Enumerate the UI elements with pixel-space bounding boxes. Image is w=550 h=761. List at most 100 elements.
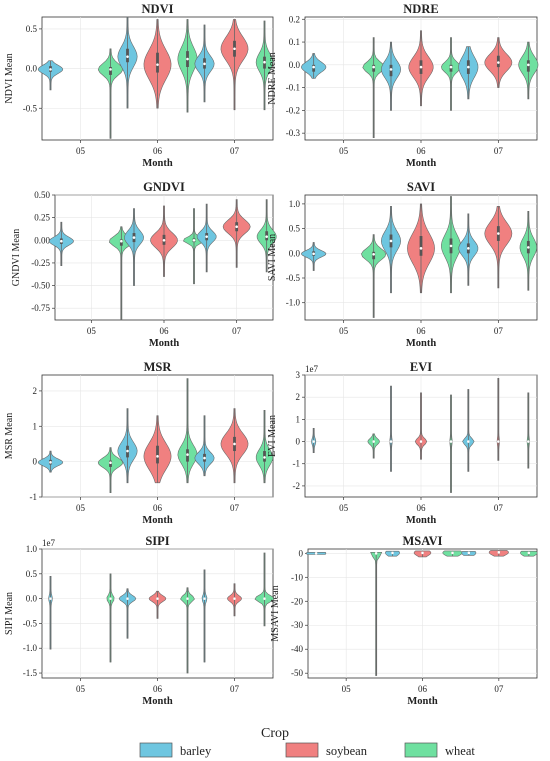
violin-median: [467, 551, 471, 555]
x-tick-label: 06: [417, 503, 427, 513]
x-tick-label: 07: [230, 146, 240, 156]
violin-median: [192, 238, 196, 242]
y-tick-label: -0.5: [23, 618, 38, 628]
violin-wheat-06: [180, 587, 195, 674]
violin-median: [49, 68, 52, 71]
y-tick-label: 0.2: [289, 14, 300, 24]
y-tick-label: 0: [296, 437, 301, 447]
violin-wheat-05: [367, 433, 380, 459]
violin-median: [391, 551, 394, 555]
violin-median: [497, 551, 501, 554]
violin-median: [203, 597, 206, 600]
violin-barley-05: [48, 221, 74, 266]
violin-iqr-box: [156, 52, 159, 73]
violin-barley-06: [117, 408, 138, 484]
y-tick-label: 1: [33, 421, 38, 431]
violin-median: [156, 455, 159, 458]
violin-median: [233, 597, 236, 600]
violin-median: [109, 68, 112, 71]
violin-soybean-07: [484, 206, 513, 289]
y-tick-label: -1: [293, 459, 301, 469]
violin-median: [527, 551, 531, 555]
y-tick-label: 3: [296, 370, 301, 380]
violin-median: [527, 440, 530, 443]
violin-soybean-06: [413, 550, 432, 558]
panel-msavi: 0 -10 -20 -30 -40 -50 05 06 07 MSAVI Month MSAVI Me…: [270, 534, 538, 707]
violin-soybean-07: [220, 19, 249, 111]
violin-barley-07: [196, 203, 217, 273]
violin-median: [419, 65, 423, 69]
violin-median: [467, 440, 470, 443]
panel-savi: 1.0 0.5 0.0 -0.5 -1.0 05 06 07 SAVI Month SAVI Mea…: [267, 180, 538, 349]
y-axis-label: NDRE Mean: [267, 52, 278, 105]
violin-soybean-06: [143, 415, 172, 484]
violin-median: [233, 442, 236, 446]
violin-wheat-06: [441, 196, 461, 294]
legend-swatch: [404, 742, 438, 758]
violin-iqr-box: [156, 445, 159, 464]
y-axis-label: GNDVI Mean: [11, 229, 22, 287]
violin-median: [205, 235, 208, 238]
violin-median: [314, 552, 318, 555]
violin-median: [449, 65, 453, 69]
violin-soybean-07: [488, 550, 509, 557]
y-axis-label: MSAVI Mean: [270, 585, 281, 641]
x-tick-label: 06: [153, 146, 163, 156]
violin-soybean-06: [408, 30, 434, 107]
violin-median: [186, 597, 189, 600]
legend-label: soybean: [326, 744, 368, 758]
violin-wheat-05: [97, 447, 124, 494]
violin-soybean-07: [220, 408, 249, 484]
violin-barley-05: [311, 427, 317, 453]
violin-median: [263, 456, 266, 459]
x-tick-label: 06: [418, 684, 428, 694]
y-tick-label: 0.00: [34, 235, 50, 245]
violin-median: [186, 57, 189, 61]
x-axis-label: Month: [406, 338, 436, 349]
violin-median: [467, 247, 470, 250]
panel-msr: 2 1 0 -1 05 06 07 MSR Month MSR Mean: [4, 360, 274, 526]
violin-median: [132, 236, 136, 239]
x-tick-label: 05: [342, 684, 352, 694]
y-axis-label: SIPI Mean: [4, 592, 15, 635]
violin-wheat-06: [442, 550, 463, 557]
violin-median: [497, 232, 500, 235]
legend-label: wheat: [445, 744, 475, 758]
violin-barley-07: [462, 389, 475, 472]
x-tick-label: 07: [230, 684, 240, 694]
violin-median: [389, 440, 393, 443]
x-tick-label: 05: [339, 503, 349, 513]
panel-ndre: 0.2 0.1 0.0 -0.1 -0.2 -0.3 05 06 07 NDRE Month NDRE…: [267, 2, 539, 169]
violin-barley-06: [124, 208, 144, 286]
violin-median: [60, 239, 63, 243]
violin-wheat-06: [177, 19, 198, 113]
y-tick-label: 0.0: [289, 60, 301, 70]
violin-median: [389, 68, 393, 71]
violin-median: [126, 55, 129, 58]
y-tick-label: -50: [291, 668, 303, 678]
violin-median: [49, 461, 52, 464]
x-tick-label: 07: [230, 503, 240, 513]
violin-wheat-07: [520, 550, 538, 557]
panel-title: SIPI: [145, 534, 169, 548]
y-tick-label: -1.0: [23, 643, 38, 653]
y-tick-label: 0.1: [289, 37, 300, 47]
panel-title: SAVI: [407, 180, 435, 194]
x-tick-label: 07: [494, 326, 504, 336]
x-tick-label: 05: [339, 146, 349, 156]
y-tick-label: 0.0: [26, 64, 38, 74]
y-tick-label: -40: [291, 644, 303, 654]
y-tick-label: -0.25: [31, 258, 50, 268]
violin-barley-06: [380, 41, 402, 111]
violin-wheat-06: [441, 37, 461, 111]
violin-barley-05: [37, 450, 64, 473]
violin-median: [527, 246, 530, 249]
violin-barley-07: [194, 415, 215, 477]
violin-median: [312, 252, 315, 256]
y-tick-label: 0: [299, 548, 304, 558]
panel-sipi: 1.0 0.5 0.0 -0.5 -1.0 -1.5 05 06 07 1e7 SIPI Month S…: [4, 534, 275, 707]
violin-barley-06: [385, 550, 400, 557]
panel-evi: 3 2 1 0 -1 -2 05 06 07 1e7 EVI Month EVI Mean: [267, 360, 538, 526]
violin-wheat-07: [256, 199, 277, 273]
